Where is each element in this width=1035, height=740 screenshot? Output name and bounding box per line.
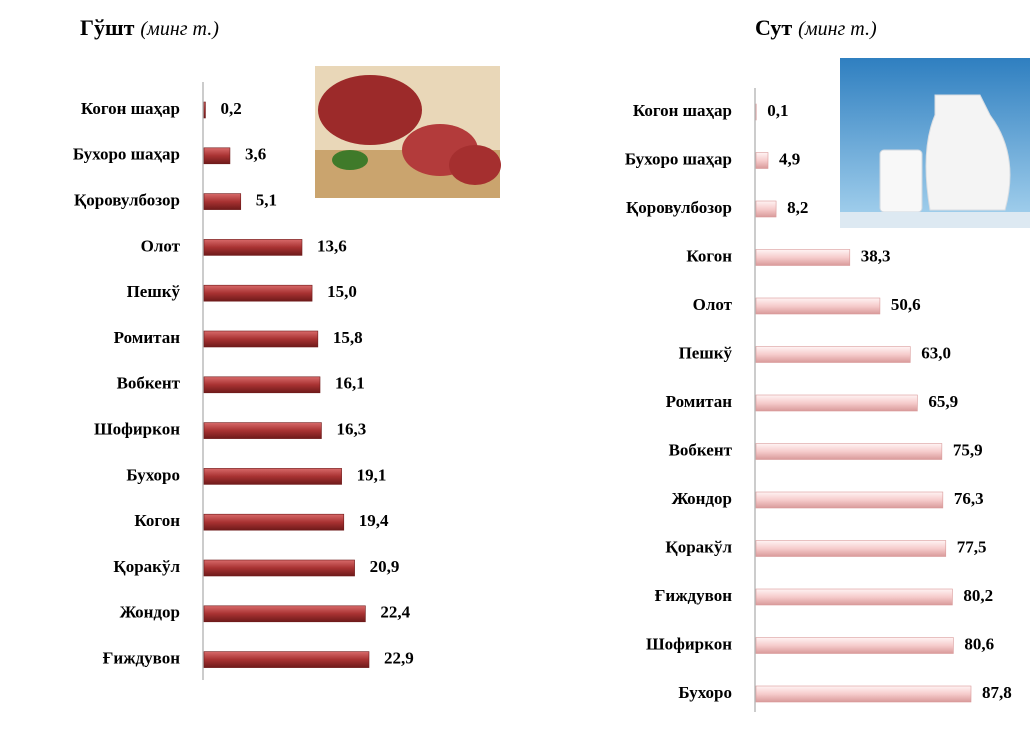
subtitle: (минг т.) (140, 18, 219, 40)
value-label: 50,6 (891, 295, 921, 314)
value-label: 80,6 (964, 634, 994, 653)
bar (755, 443, 943, 460)
value-label: 16,1 (335, 374, 365, 393)
bar (755, 346, 911, 363)
bar (203, 330, 319, 348)
category-label: Когон (686, 246, 732, 265)
category-label: Шофиркон (94, 420, 180, 439)
title-text: Сут (755, 15, 792, 40)
category-label: Вобкент (117, 374, 181, 393)
category-label: Ромитан (666, 392, 733, 411)
meat-photo (315, 66, 501, 198)
category-label: Бухоро (678, 683, 732, 702)
bar (755, 152, 769, 169)
bar (203, 559, 355, 577)
category-label: Пешкў (127, 282, 181, 301)
category-label: Когон (134, 511, 180, 530)
category-label: Бухоро шаҳар (625, 149, 732, 168)
category-label: Қоровулбозор (626, 198, 732, 217)
category-label: Олот (141, 236, 181, 255)
category-label: Олот (693, 295, 733, 314)
category-label: Қоровулбозор (74, 191, 180, 210)
category-label: Қоракўл (665, 537, 732, 556)
category-label: Пешкў (679, 343, 733, 362)
milk-photo (840, 58, 1030, 228)
bar (203, 422, 322, 439)
value-label: 20,9 (370, 557, 400, 576)
value-label: 0,2 (220, 99, 241, 118)
category-label: Жондор (120, 603, 180, 622)
bar (203, 376, 321, 394)
chart-title: Гўшт (минг т.) (80, 15, 219, 40)
value-label: 0,1 (767, 101, 788, 120)
category-label: Ғиждувон (103, 649, 181, 668)
value-label: 15,0 (327, 282, 357, 301)
value-label: 77,5 (957, 537, 987, 556)
bar (203, 513, 345, 531)
bar (203, 605, 366, 623)
bar (755, 200, 777, 218)
bar (203, 468, 342, 485)
category-label: Когон шаҳар (633, 101, 732, 120)
value-label: 8,2 (787, 198, 808, 217)
category-label: Когон шаҳар (81, 99, 180, 118)
value-label: 76,3 (954, 489, 984, 508)
value-label: 4,9 (779, 149, 800, 168)
category-label: Бухоро шаҳар (73, 145, 180, 164)
value-label: 65,9 (928, 392, 958, 411)
value-label: 87,8 (982, 683, 1012, 702)
bar (203, 101, 206, 119)
bar (203, 193, 242, 210)
chart-title: Сут (минг т.) (755, 15, 877, 40)
title-text: Гўшт (80, 15, 135, 40)
category-label: Бухоро (126, 465, 180, 484)
value-label: 63,0 (921, 343, 951, 362)
category-label: Шофиркон (646, 634, 732, 653)
bar (203, 651, 370, 668)
category-label: Вобкент (669, 440, 733, 459)
bar (755, 588, 953, 606)
category-label: Қоракўл (113, 557, 180, 576)
bar (755, 637, 954, 654)
bar (755, 685, 972, 703)
value-label: 80,2 (963, 586, 993, 605)
bar (755, 394, 918, 412)
bar (203, 239, 303, 256)
value-label: 22,4 (380, 603, 410, 622)
bar (755, 249, 851, 266)
category-label: Жондор (672, 489, 732, 508)
value-label: 3,6 (245, 145, 266, 164)
value-label: 19,1 (357, 465, 387, 484)
value-label: 75,9 (953, 440, 983, 459)
subtitle: (минг т.) (798, 18, 877, 40)
bar (755, 297, 881, 315)
category-label: Ромитан (114, 328, 181, 347)
bar (755, 491, 944, 509)
bar (203, 284, 313, 302)
value-label: 38,3 (861, 246, 891, 265)
category-label: Ғиждувон (655, 586, 733, 605)
value-label: 13,6 (317, 236, 347, 255)
bar (203, 147, 231, 165)
bar (755, 540, 947, 557)
value-label: 19,4 (359, 511, 389, 530)
value-label: 22,9 (384, 649, 414, 668)
value-label: 15,8 (333, 328, 363, 347)
value-label: 16,3 (336, 420, 366, 439)
value-label: 5,1 (256, 191, 277, 210)
